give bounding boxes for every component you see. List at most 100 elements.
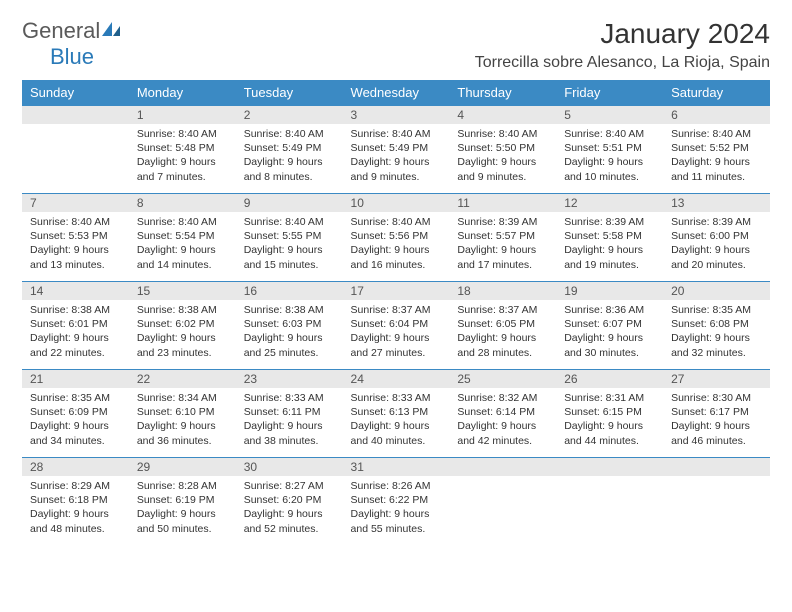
calendar-day-cell: 5Sunrise: 8:40 AMSunset: 5:51 PMDaylight… [556, 106, 663, 194]
calendar-table: Sunday Monday Tuesday Wednesday Thursday… [22, 80, 770, 546]
day-number: 20 [663, 282, 770, 300]
day-number: 11 [449, 194, 556, 212]
calendar-day-cell: 14Sunrise: 8:38 AMSunset: 6:01 PMDayligh… [22, 282, 129, 370]
calendar-day-cell: 15Sunrise: 8:38 AMSunset: 6:02 PMDayligh… [129, 282, 236, 370]
weekday-header-row: Sunday Monday Tuesday Wednesday Thursday… [22, 80, 770, 106]
day-number: 28 [22, 458, 129, 476]
day-number: 14 [22, 282, 129, 300]
header: General Blue January 2024 Torrecilla sob… [22, 18, 770, 72]
day-details: Sunrise: 8:35 AMSunset: 6:08 PMDaylight:… [663, 300, 770, 366]
calendar-day-cell: 16Sunrise: 8:38 AMSunset: 6:03 PMDayligh… [236, 282, 343, 370]
day-number-empty [556, 458, 663, 476]
day-number-empty [22, 106, 129, 124]
day-number: 16 [236, 282, 343, 300]
calendar-day-cell: 20Sunrise: 8:35 AMSunset: 6:08 PMDayligh… [663, 282, 770, 370]
weekday-header: Saturday [663, 80, 770, 106]
calendar-week-row: 1Sunrise: 8:40 AMSunset: 5:48 PMDaylight… [22, 106, 770, 194]
day-number: 31 [343, 458, 450, 476]
weekday-header: Sunday [22, 80, 129, 106]
day-details: Sunrise: 8:34 AMSunset: 6:10 PMDaylight:… [129, 388, 236, 454]
brand-logo: General Blue [22, 18, 122, 70]
weekday-header: Thursday [449, 80, 556, 106]
calendar-day-cell: 10Sunrise: 8:40 AMSunset: 5:56 PMDayligh… [343, 194, 450, 282]
day-number: 4 [449, 106, 556, 124]
calendar-day-cell: 25Sunrise: 8:32 AMSunset: 6:14 PMDayligh… [449, 370, 556, 458]
day-details: Sunrise: 8:38 AMSunset: 6:01 PMDaylight:… [22, 300, 129, 366]
calendar-day-cell: 18Sunrise: 8:37 AMSunset: 6:05 PMDayligh… [449, 282, 556, 370]
day-details: Sunrise: 8:40 AMSunset: 5:49 PMDaylight:… [236, 124, 343, 190]
day-number: 5 [556, 106, 663, 124]
calendar-week-row: 28Sunrise: 8:29 AMSunset: 6:18 PMDayligh… [22, 458, 770, 546]
day-number: 13 [663, 194, 770, 212]
calendar-day-cell: 7Sunrise: 8:40 AMSunset: 5:53 PMDaylight… [22, 194, 129, 282]
day-details: Sunrise: 8:27 AMSunset: 6:20 PMDaylight:… [236, 476, 343, 542]
day-details: Sunrise: 8:37 AMSunset: 6:04 PMDaylight:… [343, 300, 450, 366]
calendar-day-cell: 28Sunrise: 8:29 AMSunset: 6:18 PMDayligh… [22, 458, 129, 546]
day-details: Sunrise: 8:40 AMSunset: 5:48 PMDaylight:… [129, 124, 236, 190]
calendar-week-row: 21Sunrise: 8:35 AMSunset: 6:09 PMDayligh… [22, 370, 770, 458]
day-details: Sunrise: 8:30 AMSunset: 6:17 PMDaylight:… [663, 388, 770, 454]
day-number: 21 [22, 370, 129, 388]
day-number: 17 [343, 282, 450, 300]
calendar-body: 1Sunrise: 8:40 AMSunset: 5:48 PMDaylight… [22, 106, 770, 546]
month-title: January 2024 [475, 18, 770, 50]
calendar-day-cell: 6Sunrise: 8:40 AMSunset: 5:52 PMDaylight… [663, 106, 770, 194]
calendar-day-cell: 31Sunrise: 8:26 AMSunset: 6:22 PMDayligh… [343, 458, 450, 546]
title-block: January 2024 Torrecilla sobre Alesanco, … [475, 18, 770, 72]
day-number-empty [663, 458, 770, 476]
calendar-day-cell: 23Sunrise: 8:33 AMSunset: 6:11 PMDayligh… [236, 370, 343, 458]
day-details: Sunrise: 8:40 AMSunset: 5:50 PMDaylight:… [449, 124, 556, 190]
day-number: 12 [556, 194, 663, 212]
calendar-day-cell: 13Sunrise: 8:39 AMSunset: 6:00 PMDayligh… [663, 194, 770, 282]
sail-icon [100, 18, 122, 44]
day-details: Sunrise: 8:33 AMSunset: 6:11 PMDaylight:… [236, 388, 343, 454]
day-details: Sunrise: 8:40 AMSunset: 5:55 PMDaylight:… [236, 212, 343, 278]
day-details: Sunrise: 8:38 AMSunset: 6:03 PMDaylight:… [236, 300, 343, 366]
day-number: 8 [129, 194, 236, 212]
brand-part1: General [22, 18, 100, 43]
day-number: 26 [556, 370, 663, 388]
day-number: 25 [449, 370, 556, 388]
day-number: 3 [343, 106, 450, 124]
day-number: 2 [236, 106, 343, 124]
day-number: 30 [236, 458, 343, 476]
calendar-day-cell: 11Sunrise: 8:39 AMSunset: 5:57 PMDayligh… [449, 194, 556, 282]
weekday-header: Monday [129, 80, 236, 106]
day-details: Sunrise: 8:39 AMSunset: 5:58 PMDaylight:… [556, 212, 663, 278]
day-details: Sunrise: 8:40 AMSunset: 5:54 PMDaylight:… [129, 212, 236, 278]
day-details: Sunrise: 8:40 AMSunset: 5:51 PMDaylight:… [556, 124, 663, 190]
day-details: Sunrise: 8:40 AMSunset: 5:56 PMDaylight:… [343, 212, 450, 278]
day-details: Sunrise: 8:37 AMSunset: 6:05 PMDaylight:… [449, 300, 556, 366]
location-text: Torrecilla sobre Alesanco, La Rioja, Spa… [475, 54, 770, 72]
day-details: Sunrise: 8:40 AMSunset: 5:52 PMDaylight:… [663, 124, 770, 190]
day-number: 24 [343, 370, 450, 388]
calendar-week-row: 7Sunrise: 8:40 AMSunset: 5:53 PMDaylight… [22, 194, 770, 282]
calendar-day-cell [22, 106, 129, 194]
day-details: Sunrise: 8:40 AMSunset: 5:53 PMDaylight:… [22, 212, 129, 278]
day-number: 29 [129, 458, 236, 476]
day-number: 9 [236, 194, 343, 212]
weekday-header: Tuesday [236, 80, 343, 106]
day-number: 22 [129, 370, 236, 388]
day-details: Sunrise: 8:26 AMSunset: 6:22 PMDaylight:… [343, 476, 450, 542]
weekday-header: Wednesday [343, 80, 450, 106]
day-details: Sunrise: 8:40 AMSunset: 5:49 PMDaylight:… [343, 124, 450, 190]
calendar-day-cell: 30Sunrise: 8:27 AMSunset: 6:20 PMDayligh… [236, 458, 343, 546]
calendar-day-cell: 2Sunrise: 8:40 AMSunset: 5:49 PMDaylight… [236, 106, 343, 194]
day-number: 7 [22, 194, 129, 212]
calendar-day-cell [663, 458, 770, 546]
day-details: Sunrise: 8:28 AMSunset: 6:19 PMDaylight:… [129, 476, 236, 542]
calendar-day-cell: 3Sunrise: 8:40 AMSunset: 5:49 PMDaylight… [343, 106, 450, 194]
day-details: Sunrise: 8:36 AMSunset: 6:07 PMDaylight:… [556, 300, 663, 366]
day-number-empty [449, 458, 556, 476]
day-details: Sunrise: 8:39 AMSunset: 6:00 PMDaylight:… [663, 212, 770, 278]
day-number: 27 [663, 370, 770, 388]
calendar-day-cell: 1Sunrise: 8:40 AMSunset: 5:48 PMDaylight… [129, 106, 236, 194]
day-details: Sunrise: 8:39 AMSunset: 5:57 PMDaylight:… [449, 212, 556, 278]
calendar-day-cell: 29Sunrise: 8:28 AMSunset: 6:19 PMDayligh… [129, 458, 236, 546]
day-number: 1 [129, 106, 236, 124]
day-details: Sunrise: 8:31 AMSunset: 6:15 PMDaylight:… [556, 388, 663, 454]
calendar-week-row: 14Sunrise: 8:38 AMSunset: 6:01 PMDayligh… [22, 282, 770, 370]
calendar-day-cell: 24Sunrise: 8:33 AMSunset: 6:13 PMDayligh… [343, 370, 450, 458]
day-details: Sunrise: 8:29 AMSunset: 6:18 PMDaylight:… [22, 476, 129, 542]
